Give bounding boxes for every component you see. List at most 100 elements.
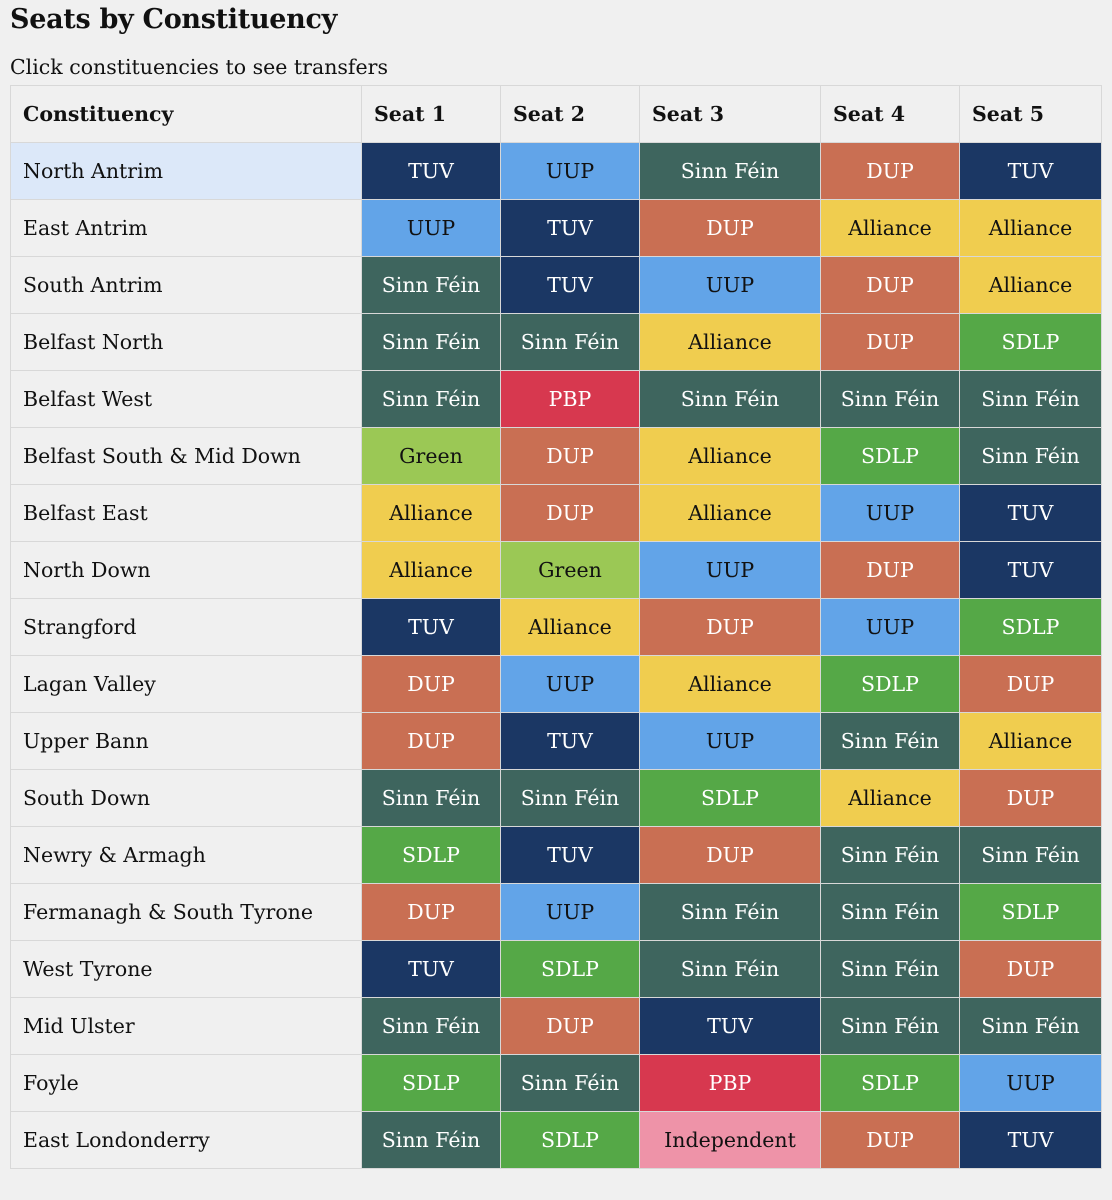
table-row[interactable]: Belfast South & Mid Down Green DUP Alliance… [10, 427, 1102, 485]
constituency-name[interactable]: Belfast West [10, 370, 362, 428]
seat-cell: UUP [500, 655, 640, 713]
seat-cell: SDLP [820, 427, 960, 485]
seat-cell: SDLP [361, 1054, 501, 1112]
seat-cell: Sinn Féin [820, 826, 960, 884]
table-row[interactable]: Newry & Armagh SDLP TUV DUP Sinn Féin Sinn Fé… [10, 826, 1102, 884]
constituency-name[interactable]: Belfast North [10, 313, 362, 371]
page-subtitle: Click constituencies to see transfers [10, 55, 388, 79]
constituency-name[interactable]: North Down [10, 541, 362, 599]
constituency-name[interactable]: East Antrim [10, 199, 362, 257]
seat-cell: TUV [361, 940, 501, 998]
seat-cell: Sinn Féin [639, 370, 821, 428]
seat-cell: Sinn Féin [500, 1054, 640, 1112]
seat-cell: TUV [361, 598, 501, 656]
table-row[interactable]: North Antrim TUV UUP Sinn Féin DUP TUV [10, 142, 1102, 200]
constituency-name[interactable]: North Antrim [10, 142, 362, 200]
seat-cell: DUP [500, 484, 640, 542]
seat-cell: DUP [361, 883, 501, 941]
seat-cell: Alliance [361, 541, 501, 599]
table-row[interactable]: East Londonderry Sinn Féin SDLP Independent… [10, 1111, 1102, 1169]
table-header-row: Constituency Seat 1 Seat 2 Seat 3 Seat 4… [10, 85, 1102, 143]
seat-cell: Sinn Féin [639, 940, 821, 998]
table-row[interactable]: Upper Bann DUP TUV UUP Sinn Féin Alliance [10, 712, 1102, 770]
table-row[interactable]: Belfast West Sinn Féin PBP Sinn Féin Sinn Fé… [10, 370, 1102, 428]
seat-cell: SDLP [959, 883, 1102, 941]
constituency-name[interactable]: West Tyrone [10, 940, 362, 998]
column-header-seat-2: Seat 2 [500, 85, 640, 143]
seat-cell: TUV [959, 142, 1102, 200]
seat-cell: TUV [500, 199, 640, 257]
seat-cell: UUP [361, 199, 501, 257]
table-row[interactable]: West Tyrone TUV SDLP Sinn Féin Sinn Féin DUP [10, 940, 1102, 998]
table-row[interactable]: Lagan Valley DUP UUP Alliance SDLP DUP [10, 655, 1102, 713]
seat-cell: DUP [959, 655, 1102, 713]
seat-cell: UUP [639, 712, 821, 770]
seat-cell: SDLP [959, 598, 1102, 656]
constituency-name[interactable]: Foyle [10, 1054, 362, 1112]
table-row[interactable]: East Antrim UUP TUV DUP Alliance Alliance [10, 199, 1102, 257]
seat-cell: Sinn Féin [639, 142, 821, 200]
seat-cell: TUV [959, 1111, 1102, 1169]
table-row[interactable]: Foyle SDLP Sinn Féin PBP SDLP UUP [10, 1054, 1102, 1112]
seat-cell: DUP [820, 256, 960, 314]
seat-cell: Independent [639, 1111, 821, 1169]
constituency-name[interactable]: Belfast East [10, 484, 362, 542]
seat-cell: TUV [500, 256, 640, 314]
seat-cell: Green [361, 427, 501, 485]
seat-cell: SDLP [361, 826, 501, 884]
seat-cell: DUP [639, 199, 821, 257]
constituency-name[interactable]: Newry & Armagh [10, 826, 362, 884]
seat-cell: Sinn Féin [361, 1111, 501, 1169]
table-row[interactable]: South Antrim Sinn Féin TUV UUP DUP Alliance [10, 256, 1102, 314]
seat-cell: SDLP [820, 655, 960, 713]
constituency-name[interactable]: South Antrim [10, 256, 362, 314]
seat-cell: Sinn Féin [820, 940, 960, 998]
table-row[interactable]: Belfast North Sinn Féin Sinn Féin Alliance D… [10, 313, 1102, 371]
seat-cell: DUP [820, 313, 960, 371]
table-row[interactable]: North Down Alliance Green UUP DUP TUV [10, 541, 1102, 599]
constituency-name[interactable]: South Down [10, 769, 362, 827]
column-header-seat-3: Seat 3 [639, 85, 821, 143]
table-row[interactable]: Belfast East Alliance DUP Alliance UUP TUV [10, 484, 1102, 542]
seat-cell: DUP [500, 427, 640, 485]
seat-cell: Alliance [639, 313, 821, 371]
column-header-seat-4: Seat 4 [820, 85, 960, 143]
seat-cell: PBP [639, 1054, 821, 1112]
constituency-name[interactable]: Mid Ulster [10, 997, 362, 1055]
constituency-name[interactable]: Fermanagh & South Tyrone [10, 883, 362, 941]
table-row[interactable]: South Down Sinn Féin Sinn Féin SDLP Alliance… [10, 769, 1102, 827]
constituency-name[interactable]: Upper Bann [10, 712, 362, 770]
seat-cell: UUP [959, 1054, 1102, 1112]
table-row[interactable]: Mid Ulster Sinn Féin DUP TUV Sinn Féin Sinn F… [10, 997, 1102, 1055]
constituency-name[interactable]: Belfast South & Mid Down [10, 427, 362, 485]
seat-cell: SDLP [639, 769, 821, 827]
seat-cell: UUP [820, 598, 960, 656]
seat-cell: Alliance [500, 598, 640, 656]
seat-cell: Sinn Féin [959, 997, 1102, 1055]
table-row[interactable]: Fermanagh & South Tyrone DUP UUP Sinn Féin S… [10, 883, 1102, 941]
seat-cell: Green [500, 541, 640, 599]
seat-cell: Alliance [639, 427, 821, 485]
seat-cell: UUP [500, 142, 640, 200]
seat-cell: DUP [820, 1111, 960, 1169]
constituency-name[interactable]: Strangford [10, 598, 362, 656]
seat-cell: TUV [500, 826, 640, 884]
seat-cell: Alliance [959, 256, 1102, 314]
seat-cell: TUV [500, 712, 640, 770]
constituency-name[interactable]: Lagan Valley [10, 655, 362, 713]
page-title: Seats by Constituency [10, 4, 338, 35]
seat-cell: Alliance [959, 199, 1102, 257]
seat-cell: UUP [500, 883, 640, 941]
seat-cell: Alliance [820, 769, 960, 827]
seat-cell: Sinn Féin [959, 370, 1102, 428]
seat-cell: Sinn Féin [361, 370, 501, 428]
column-header-seat-1: Seat 1 [361, 85, 501, 143]
seat-cell: SDLP [500, 940, 640, 998]
seat-cell: Alliance [361, 484, 501, 542]
seat-cell: Alliance [820, 199, 960, 257]
seat-cell: Sinn Féin [500, 313, 640, 371]
seat-cell: Sinn Féin [361, 256, 501, 314]
constituency-name[interactable]: East Londonderry [10, 1111, 362, 1169]
seat-cell: DUP [500, 997, 640, 1055]
table-row[interactable]: Strangford TUV Alliance DUP UUP SDLP [10, 598, 1102, 656]
